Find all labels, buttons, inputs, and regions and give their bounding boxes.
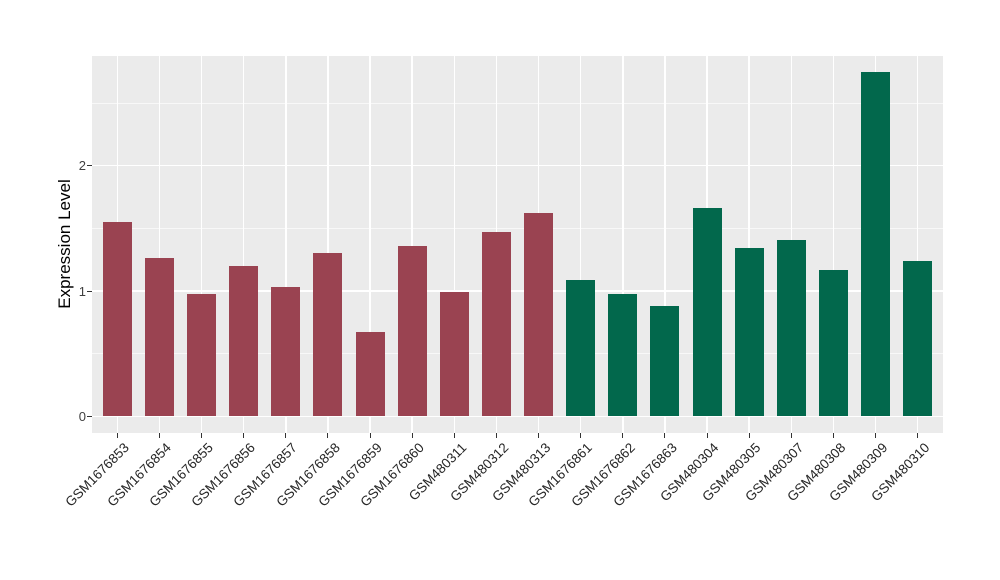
bar-GSM480312 [481, 232, 511, 417]
bar-GSM1676854 [144, 258, 174, 417]
x-tick-11 [580, 433, 582, 438]
bar-GSM480304 [692, 208, 722, 417]
x-tick-3 [243, 433, 245, 438]
bar-GSM480313 [524, 213, 554, 417]
bar-GSM1676863 [650, 306, 680, 417]
x-tick-5 [327, 433, 329, 438]
bar-GSM480309 [861, 71, 891, 417]
y-tick-label-1: 1 [78, 283, 86, 299]
y-tick-1 [87, 290, 92, 292]
gridline-major-x-4 [285, 56, 287, 433]
gridline-major-x-3 [242, 56, 245, 433]
x-tick-8 [453, 433, 455, 438]
y-tick-label-2: 2 [78, 158, 86, 174]
bar-GSM480307 [776, 239, 806, 417]
x-tick-10 [538, 433, 540, 438]
x-tick-0 [116, 433, 118, 438]
x-tick-18 [875, 433, 877, 438]
bar-GSM480305 [734, 248, 764, 417]
x-tick-12 [622, 433, 624, 438]
bar-GSM1676856 [229, 266, 259, 417]
bar-GSM1676853 [102, 222, 132, 417]
bar-GSM480310 [903, 261, 933, 417]
bar-GSM1676859 [355, 332, 385, 417]
gridline-minor-y-0.5 [92, 353, 943, 355]
x-tick-6 [369, 433, 371, 438]
y-tick-0 [87, 416, 92, 417]
x-tick-19 [917, 433, 919, 438]
gridline-major-x-7 [411, 56, 413, 433]
x-tick-1 [158, 433, 160, 438]
gridline-major-y-1 [92, 290, 943, 292]
x-tick-7 [411, 433, 413, 438]
gridline-major-x-6 [369, 56, 371, 433]
gridline-major-x-17 [832, 56, 835, 433]
bar-GSM1676860 [397, 245, 427, 417]
x-tick-4 [285, 433, 287, 438]
bar-GSM1676861 [566, 279, 596, 417]
x-tick-17 [832, 433, 834, 438]
y-tick-2 [87, 165, 92, 167]
gridline-major-y-0 [92, 415, 943, 418]
x-tick-9 [495, 433, 497, 438]
bar-GSM1676862 [608, 293, 638, 417]
bar-GSM1676857 [271, 287, 301, 417]
gridline-major-x-15 [748, 56, 750, 433]
gridline-minor-y-1.5 [92, 227, 943, 229]
gridline-major-x-13 [664, 56, 666, 433]
gridline-major-x-5 [327, 56, 329, 433]
gridline-major-x-19 [916, 56, 919, 433]
bar-GSM1676858 [313, 253, 343, 417]
gridline-major-y-2 [92, 164, 943, 167]
gridline-major-x-11 [579, 56, 582, 433]
gridline-major-x-12 [622, 56, 624, 433]
gridline-major-x-1 [158, 56, 161, 433]
gridline-minor-y-2.5 [92, 102, 943, 104]
bar-GSM1676855 [187, 293, 217, 417]
gridline-major-x-2 [200, 56, 203, 433]
bar-GSM480311 [439, 292, 469, 417]
plot-panel [92, 56, 943, 433]
x-tick-13 [664, 433, 666, 438]
y-tick-label-0: 0 [78, 409, 86, 424]
gridline-major-x-8 [453, 56, 456, 433]
x-tick-2 [201, 433, 203, 438]
x-tick-15 [748, 433, 750, 438]
x-tick-14 [706, 433, 708, 438]
bar-GSM480308 [818, 269, 848, 417]
x-tick-16 [790, 433, 792, 438]
